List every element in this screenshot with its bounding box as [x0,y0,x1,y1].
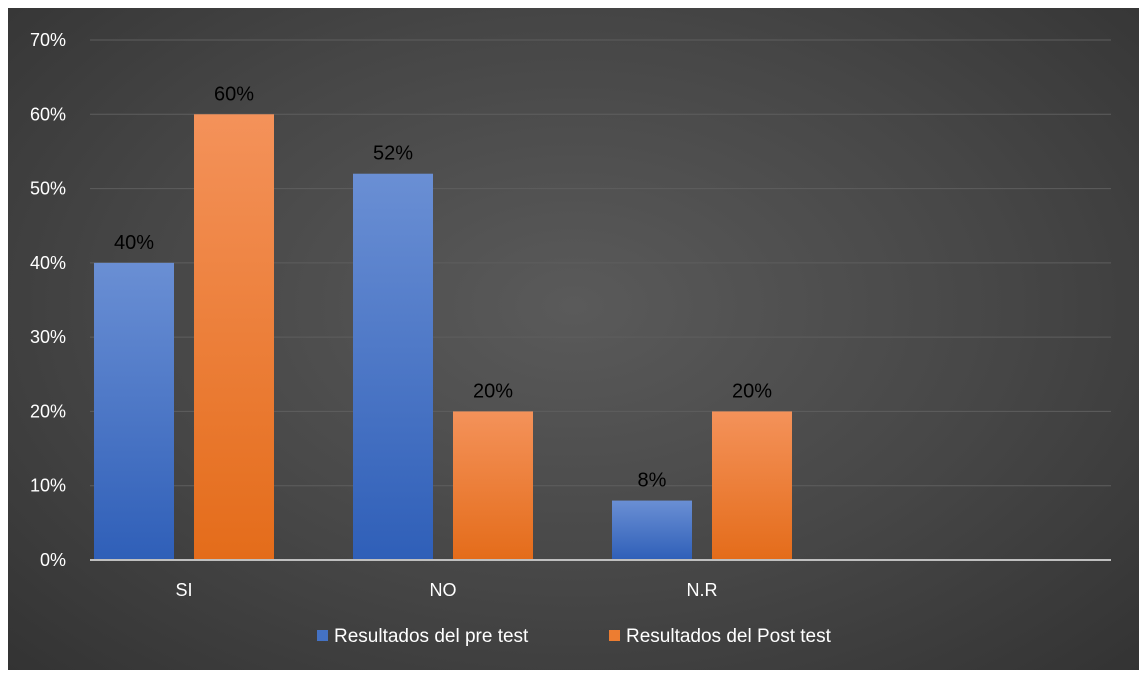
y-tick-label: 10% [30,476,66,496]
data-label: 52% [373,143,413,165]
legend: Resultados del pre test Resultados del Po… [317,626,832,647]
x-tick-label: N.R [687,580,718,600]
chart-area: 40% 60% 52% 20% 8% 20% 0% 10% 20% 30% 40% 50% 60% 70… [8,8,1139,670]
data-label: 40% [114,232,154,254]
bar-nr-series-2 [712,411,792,560]
data-label: 8% [638,470,667,492]
bar-no-series-2 [453,411,533,560]
y-tick-label: 60% [30,104,66,124]
y-tick-label: 70% [30,30,66,50]
axes: 0% 10% 20% 30% 40% 50% 60% 70% SI NO N.R [30,30,1111,600]
y-tick-label: 30% [30,327,66,347]
bar-nr-series-1 [612,500,692,560]
legend-label-1: Resultados del pre test [334,626,529,647]
data-label: 20% [732,380,772,402]
data-labels: 40% 60% 52% 20% 8% 20% [114,83,772,491]
x-tick-label: NO [430,580,457,600]
bar-no-series-1 [353,173,433,560]
y-tick-label: 50% [30,179,66,199]
bars [94,114,792,561]
legend-swatch-1 [317,630,328,641]
data-label: 20% [473,380,513,402]
data-label: 60% [214,83,254,105]
y-tick-label: 0% [40,550,66,570]
y-tick-label: 40% [30,253,66,273]
legend-swatch-2 [609,630,620,641]
bar-si-series-2 [194,114,274,561]
bar-si-series-1 [94,262,174,560]
y-tick-label: 20% [30,401,66,421]
legend-label-2: Resultados del Post test [626,626,832,647]
x-tick-label: SI [175,580,192,600]
bar-chart: 40% 60% 52% 20% 8% 20% 0% 10% 20% 30% 40% 50% 60% 70… [30,30,1111,647]
